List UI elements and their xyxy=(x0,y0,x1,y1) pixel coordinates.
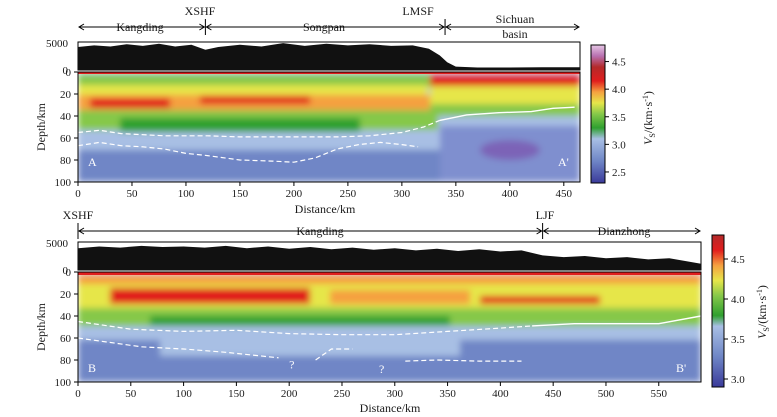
x-tick-label: 100 xyxy=(178,188,195,200)
region-bracket-arrow xyxy=(536,227,543,235)
panel-a-colorbar: VS/(km·s-1) xyxy=(590,44,657,184)
x-tick-label: 350 xyxy=(448,188,465,200)
elevation-tick-0: 0 xyxy=(63,65,69,77)
panel-a-region-header: Kangding Songpan Sichuan basin XSHF LMSF xyxy=(116,4,534,41)
x-tick-label: 100 xyxy=(175,388,192,400)
region-bracket-arrow xyxy=(199,23,206,31)
y-tick-label: 40 xyxy=(60,111,72,123)
colorbar-tick-label: 3.5 xyxy=(612,112,626,124)
y-tick-label: 60 xyxy=(60,133,72,145)
x-tick-label: 550 xyxy=(651,388,668,400)
panel-b: XSHF LJF Kangding Dianzhong 5000 0 xyxy=(34,208,771,415)
y-tick-label: 100 xyxy=(55,377,72,389)
fault-label-lmsf: LMSF xyxy=(402,4,434,18)
region-bracket-arrow xyxy=(78,227,85,235)
panel-a-y-axis-title: Depth/km xyxy=(34,102,48,151)
x-tick-label: 350 xyxy=(439,388,456,400)
colorbar-tick-label: 4.5 xyxy=(612,57,626,69)
x-tick-label: 450 xyxy=(545,388,562,400)
colorbar-tick-label: 3.0 xyxy=(731,374,745,386)
elevation-tick-0-b: 0 xyxy=(63,265,69,277)
panel-a-colorbar-ramp xyxy=(590,44,606,184)
region-bracket-arrow xyxy=(78,23,85,31)
dynamic-chart-marks: 0 50 100 150 200 250 300 350 400 4500204060801002… xyxy=(55,19,745,400)
y-tick-label: 20 xyxy=(60,89,72,101)
y-tick-label: 20 xyxy=(60,289,72,301)
panel-a-velocity-heatmap xyxy=(78,72,580,182)
y-tick-label: 40 xyxy=(60,311,72,323)
y-tick-label: 0 xyxy=(66,267,72,279)
elevation-profile xyxy=(78,43,580,70)
x-tick-label: 250 xyxy=(334,388,351,400)
y-tick-label: 60 xyxy=(60,333,72,345)
y-tick-label: 100 xyxy=(55,177,72,189)
x-tick-label: 300 xyxy=(394,188,411,200)
colorbar-tick-label: 3.0 xyxy=(612,139,626,151)
region-bracket-arrow xyxy=(542,227,549,235)
x-tick-label: 400 xyxy=(502,188,519,200)
y-tick-label: 80 xyxy=(60,155,72,167)
panel-a-colorbar-title: VS/(km·s-1) xyxy=(641,91,657,145)
x-tick-label: 500 xyxy=(598,388,615,400)
elevation-tick-5000-b: 5000 xyxy=(46,238,69,250)
y-tick-label: 80 xyxy=(60,355,72,367)
x-tick-label: 50 xyxy=(125,388,137,400)
panel-b-moho-dashed-segment xyxy=(405,359,522,362)
region-bracket-arrow xyxy=(438,23,446,31)
panel-b-colorbar: VS/(km·s-1) xyxy=(711,234,771,388)
panel-a-x-axis-title: Distance/km xyxy=(295,202,356,216)
x-tick-label: 400 xyxy=(492,388,509,400)
profile-start-label-a: A xyxy=(88,155,97,169)
x-tick-label: 0 xyxy=(75,188,81,200)
x-tick-label: 450 xyxy=(556,188,573,200)
panel-b-moho-dashed xyxy=(77,320,533,336)
question-mark: ? xyxy=(289,357,294,371)
region-label-sichuan-basin-line2: basin xyxy=(502,27,527,41)
elevation-profile xyxy=(78,245,701,270)
question-mark: ? xyxy=(379,362,384,376)
profile-end-label-a: A' xyxy=(558,155,569,169)
colorbar-tick-label: 4.0 xyxy=(731,294,745,306)
colorbar-tick-label: 3.5 xyxy=(731,334,745,346)
region-label-sichuan-basin-line1: Sichuan xyxy=(496,12,535,26)
elevation-tick-5000: 5000 xyxy=(46,38,69,50)
region-bracket-arrow xyxy=(445,23,452,31)
fault-label-xshf-b: XSHF xyxy=(63,208,94,222)
y-tick-label: 0 xyxy=(66,67,72,79)
colorbar-tick-label: 4.0 xyxy=(612,84,626,96)
panel-b-moho-dashed-lower xyxy=(77,337,279,359)
x-tick-label: 200 xyxy=(281,388,298,400)
colorbar-tick-label: 2.5 xyxy=(612,167,626,179)
panel-a-moho-dashed xyxy=(77,119,440,138)
panel-b-frame xyxy=(77,271,702,383)
region-bracket-arrow xyxy=(573,23,580,31)
fault-label-ljf: LJF xyxy=(536,208,555,222)
x-tick-label: 150 xyxy=(232,188,249,200)
panel-b-y-axis-title: Depth/km xyxy=(34,302,48,351)
x-tick-label: 150 xyxy=(228,388,245,400)
panel-b-velocity-heatmap xyxy=(78,272,701,382)
x-tick-label: 200 xyxy=(286,188,303,200)
panel-a-frame xyxy=(77,71,581,183)
profile-start-label-b: B xyxy=(88,361,96,375)
profile-end-label-b: B' xyxy=(676,361,686,375)
panel-b-region-header: XSHF LJF Kangding Dianzhong xyxy=(63,208,651,238)
panel-b-x-axis-title: Distance/km xyxy=(360,401,421,415)
panel-b-moho-dashed-segment xyxy=(315,348,353,361)
x-tick-label: 50 xyxy=(126,188,138,200)
panel-a-moho-dashed-lower xyxy=(77,141,419,163)
panel-a-moho-solid xyxy=(439,106,575,122)
x-tick-label: 0 xyxy=(75,388,81,400)
fault-label-xshf: XSHF xyxy=(185,4,216,18)
panel-b-colorbar-ramp xyxy=(711,234,725,388)
x-tick-label: 300 xyxy=(387,388,404,400)
region-bracket-arrow xyxy=(205,23,212,31)
panel-b-colorbar-title: VS/(km·s-1) xyxy=(755,285,771,339)
panel-b-moho-solid xyxy=(532,315,702,327)
region-bracket-arrow xyxy=(694,227,701,235)
colorbar-tick-label: 4.5 xyxy=(731,254,745,266)
x-tick-label: 250 xyxy=(340,188,357,200)
